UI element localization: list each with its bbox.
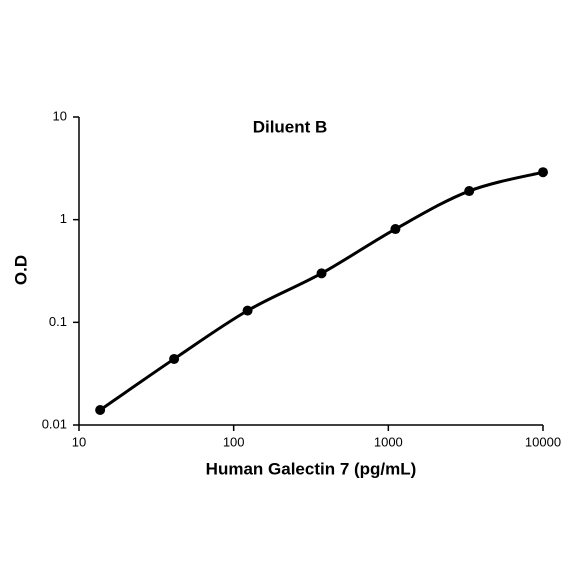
y-tick-label: 0.1 [49, 314, 67, 329]
y-tick-label: 10 [53, 108, 67, 123]
point [390, 224, 401, 235]
point [464, 186, 475, 197]
curve [99, 170, 544, 412]
x-axis-label: Human Galectin 7 (pg/mL) [206, 459, 417, 478]
point [169, 353, 180, 364]
x-tick-label: 10 [72, 434, 86, 449]
y-tick-label: 1 [60, 211, 67, 226]
y-axis-label: O.D [11, 255, 30, 285]
x-tick-label: 1000 [374, 434, 403, 449]
x-tick-label: 10000 [525, 434, 561, 449]
point [538, 167, 548, 178]
y-tick-label: 0.01 [42, 416, 67, 431]
point [95, 404, 106, 415]
x-tick-label: 100 [223, 434, 245, 449]
point [316, 268, 327, 279]
point [242, 305, 253, 316]
chart-title: Diluent B [253, 117, 328, 136]
